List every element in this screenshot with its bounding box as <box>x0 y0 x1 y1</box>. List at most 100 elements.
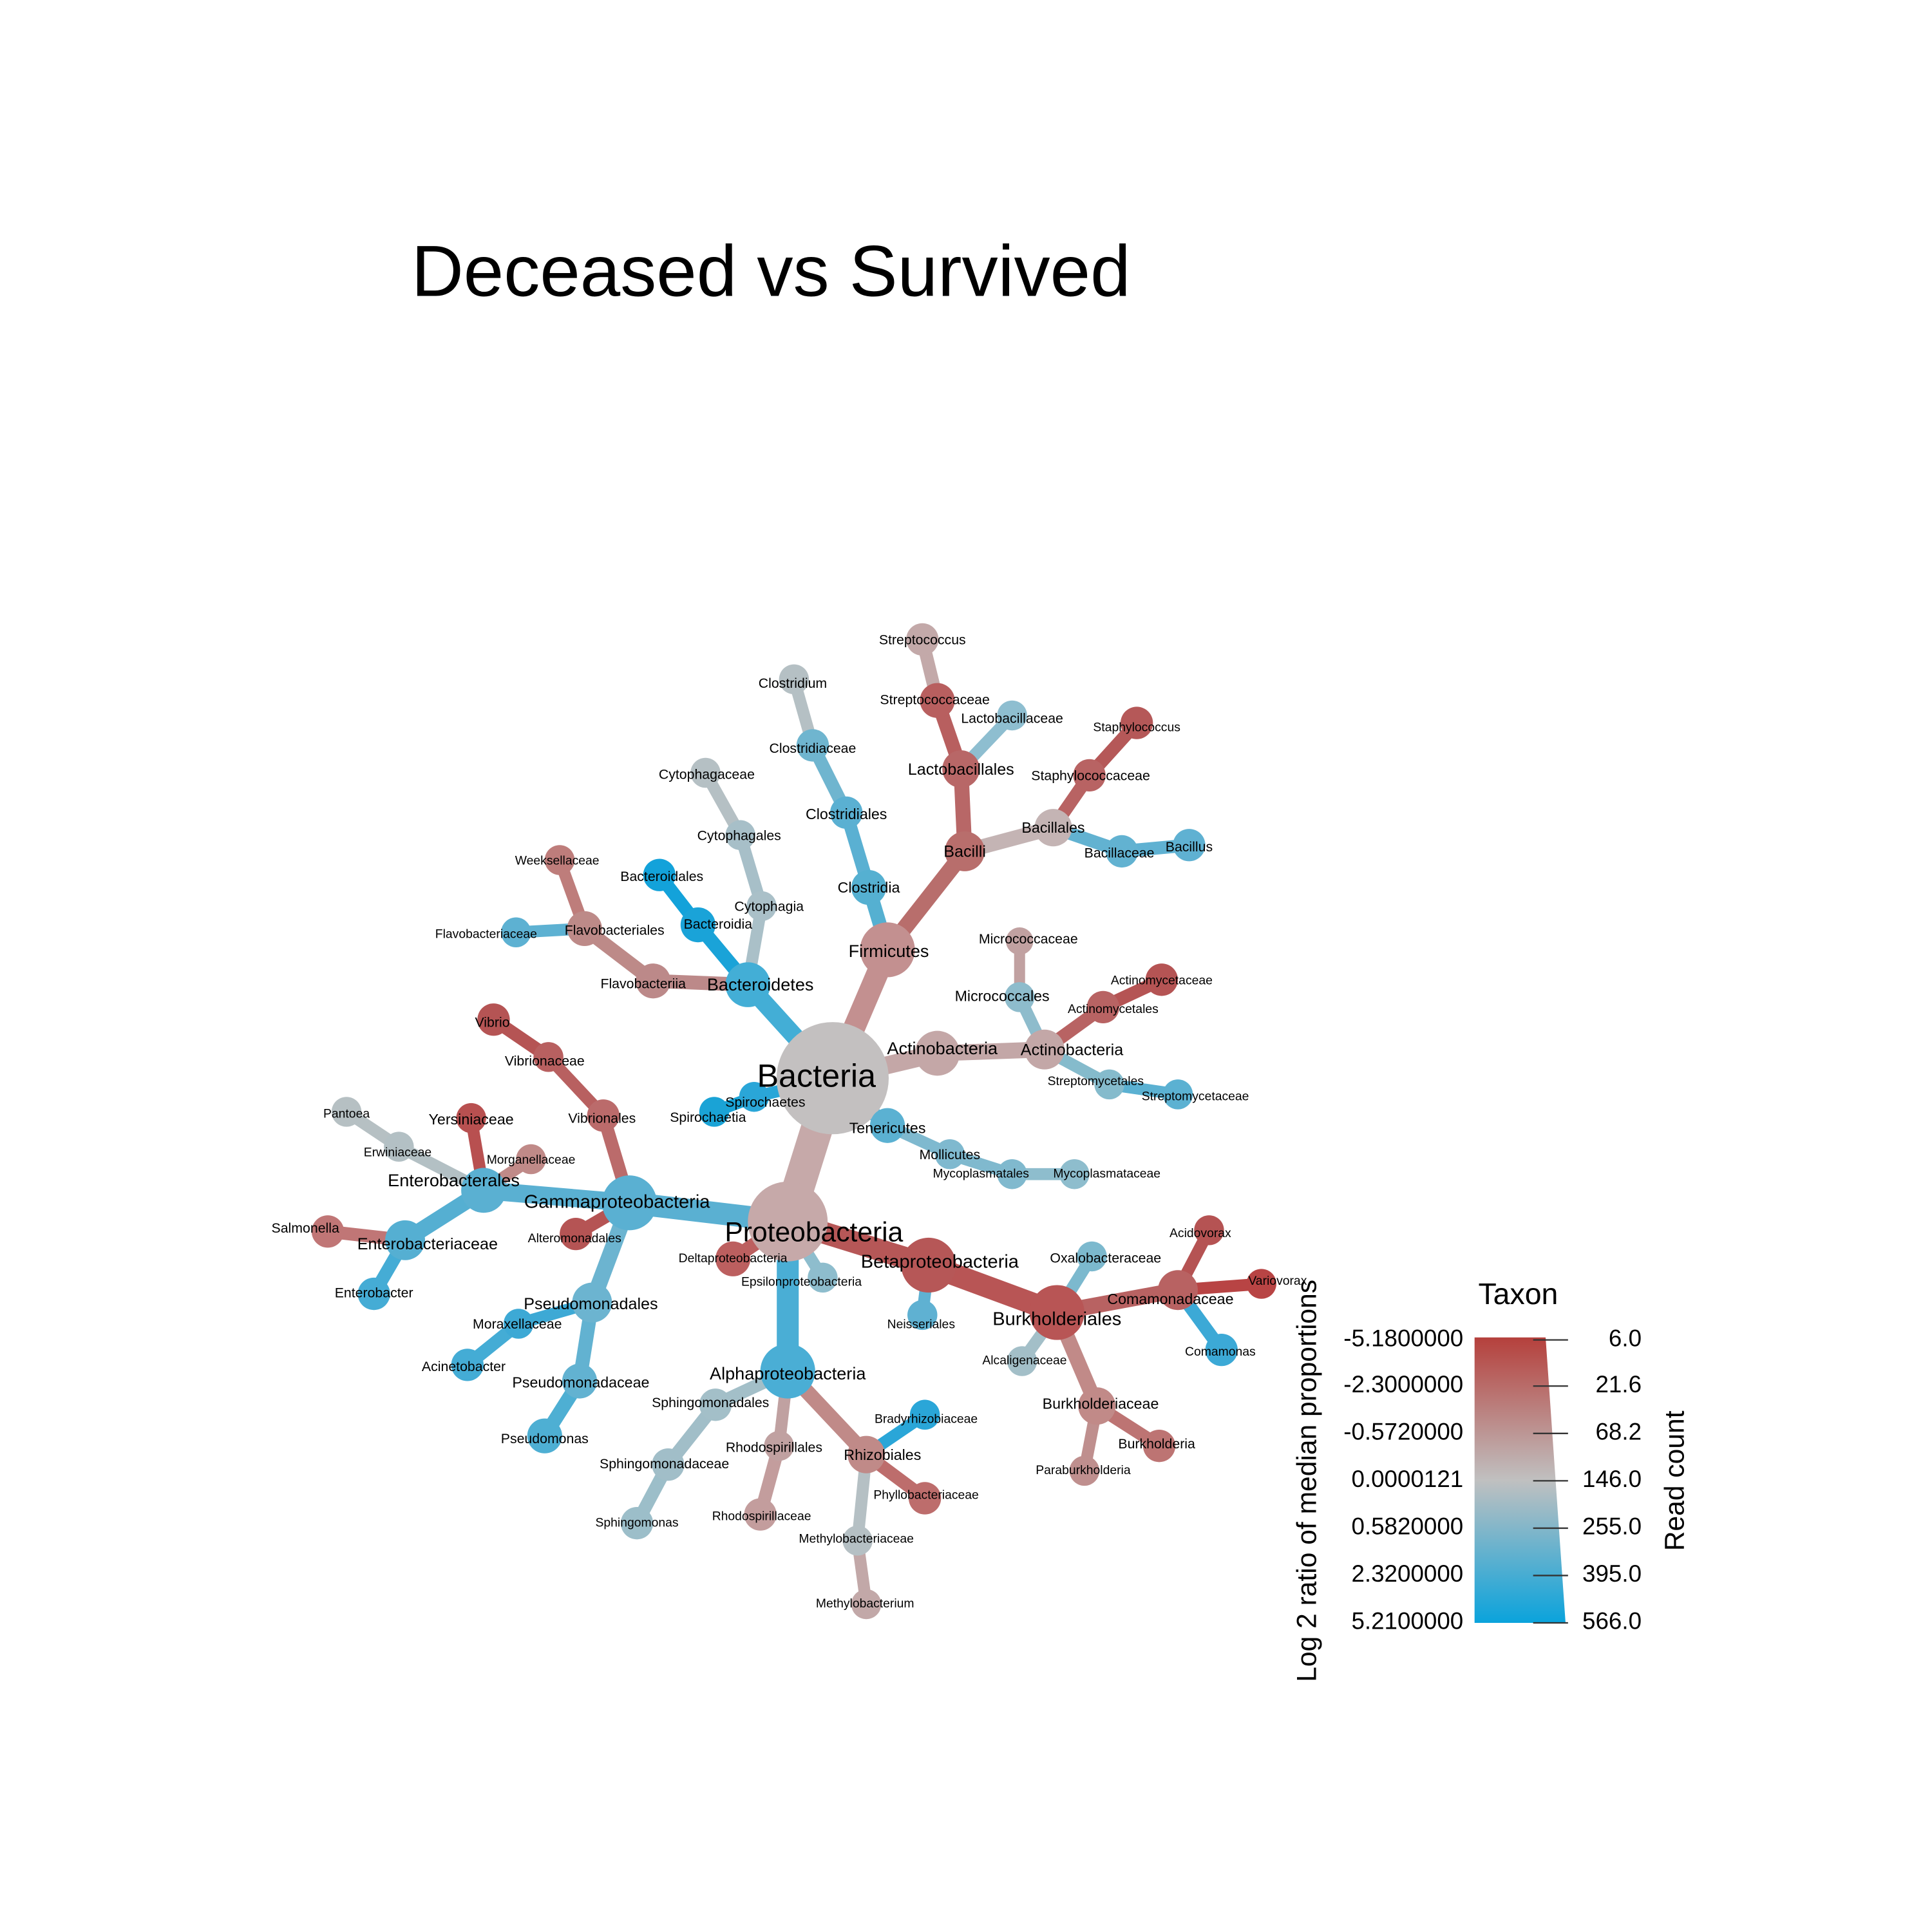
node <box>1029 1285 1084 1340</box>
node-label: Acidovorax <box>1170 1226 1231 1240</box>
node <box>830 796 863 829</box>
node-label: Sphingomonas <box>596 1515 679 1530</box>
node-label: Streptomycetales <box>1048 1074 1144 1088</box>
node <box>572 1282 612 1323</box>
node <box>779 664 810 695</box>
size-tick-label: 566.0 <box>1582 1608 1642 1634</box>
node-label: Pantoea <box>323 1106 370 1121</box>
node-label: Burkholderiales <box>992 1309 1121 1329</box>
node-label: Pseudomonadaceae <box>512 1374 649 1391</box>
node-label: Oxalobacteraceae <box>1050 1250 1161 1265</box>
node <box>906 623 939 656</box>
node-label: Weeksellaceae <box>515 854 600 868</box>
node <box>567 911 602 947</box>
node-label: Neisseriales <box>887 1318 955 1332</box>
node-label: Actinobacteria <box>1021 1041 1123 1059</box>
node <box>869 1108 905 1143</box>
node <box>501 917 531 947</box>
node-label: Alphaproteobacteria <box>710 1363 866 1383</box>
node <box>851 1589 882 1620</box>
color-tick-label: 5.2100000 <box>1351 1608 1463 1634</box>
node-label: Gammaproteobacteria <box>524 1191 711 1212</box>
node <box>1145 963 1179 996</box>
node <box>1078 1387 1116 1425</box>
node <box>601 1175 657 1231</box>
node-label: Methylobacterium <box>816 1596 914 1611</box>
node <box>1162 1079 1193 1110</box>
node-label: Sphingomonadales <box>652 1395 769 1410</box>
node-label: Burkholderiaceae <box>1043 1395 1159 1412</box>
node <box>1005 982 1035 1012</box>
node-label: Proteobacteria <box>724 1217 903 1247</box>
node <box>503 1309 534 1339</box>
node <box>908 1482 942 1515</box>
node <box>451 1349 484 1381</box>
node-label: Alcaligenaceae <box>982 1354 1066 1368</box>
node <box>1034 809 1072 847</box>
node-label: Staphylococcus <box>1093 720 1180 734</box>
node-label: Variovorax <box>1248 1274 1307 1288</box>
node-label: Clostridiales <box>806 806 887 822</box>
node <box>746 891 777 922</box>
node <box>1005 927 1034 955</box>
nodes <box>311 623 1276 1620</box>
node <box>725 962 771 1007</box>
node-label: Clostridiaceae <box>770 741 857 756</box>
node <box>907 1300 938 1331</box>
node <box>544 845 575 875</box>
node <box>920 683 955 718</box>
node-label: Streptococcaceae <box>880 692 989 707</box>
node <box>331 1097 362 1127</box>
node-label: Clostridia <box>838 879 900 896</box>
node <box>643 858 676 891</box>
color-tick-label: -0.5720000 <box>1343 1419 1463 1445</box>
node <box>477 1003 510 1036</box>
node-label: Yersiniaceae <box>429 1111 514 1128</box>
node <box>636 963 671 999</box>
node <box>860 922 915 978</box>
node-label: Cytophagales <box>697 828 781 843</box>
node <box>1069 1455 1100 1486</box>
size-tick-label: 146.0 <box>1582 1466 1642 1492</box>
node-label: Micrococcales <box>955 988 1050 1005</box>
node <box>934 1139 965 1170</box>
node-label: Comamonas <box>1185 1345 1256 1359</box>
node <box>699 1388 732 1421</box>
node-label: Bacilli <box>943 843 986 861</box>
node <box>914 1030 960 1076</box>
node-label: Salmonella <box>272 1220 339 1236</box>
node-label: Rhodospirillales <box>726 1440 822 1455</box>
legend-title: Taxon <box>1478 1277 1558 1311</box>
node <box>560 1217 592 1251</box>
node <box>311 1215 345 1248</box>
node <box>997 700 1027 731</box>
node-label: Streptomycetaceae <box>1142 1089 1249 1103</box>
node <box>739 1082 770 1112</box>
node-label: Bacteroidales <box>620 869 703 884</box>
size-tick-label: 68.2 <box>1595 1419 1642 1445</box>
node-label: Cytophagaceae <box>659 766 755 782</box>
node <box>776 1022 889 1135</box>
node <box>384 1132 414 1162</box>
title: Deceased vs Survived <box>412 230 1131 311</box>
node <box>748 1181 828 1262</box>
node <box>533 1042 564 1072</box>
node <box>764 1430 794 1461</box>
node <box>760 1343 815 1399</box>
node-label: Bacillaceae <box>1084 845 1155 860</box>
node-label: Actinomycetales <box>1068 1002 1159 1016</box>
node <box>456 1103 486 1133</box>
node <box>1094 1069 1124 1100</box>
node-label: Mycoplasmataceae <box>1053 1166 1160 1180</box>
node <box>1024 1029 1065 1070</box>
node-label: Enterobacter <box>335 1285 413 1301</box>
node-label: Burkholderia <box>1118 1436 1195 1452</box>
node-label: Actinobacteria <box>887 1038 998 1058</box>
node-label: Mycoplasmatales <box>933 1166 1029 1180</box>
node-label: Firmicutes <box>849 941 929 961</box>
legend-bar <box>1474 1337 1566 1623</box>
node <box>1194 1215 1224 1245</box>
node-label: Acinetobacter <box>422 1359 506 1374</box>
size-tick-label: 395.0 <box>1582 1560 1642 1587</box>
color-tick-label: -5.1800000 <box>1343 1325 1463 1351</box>
